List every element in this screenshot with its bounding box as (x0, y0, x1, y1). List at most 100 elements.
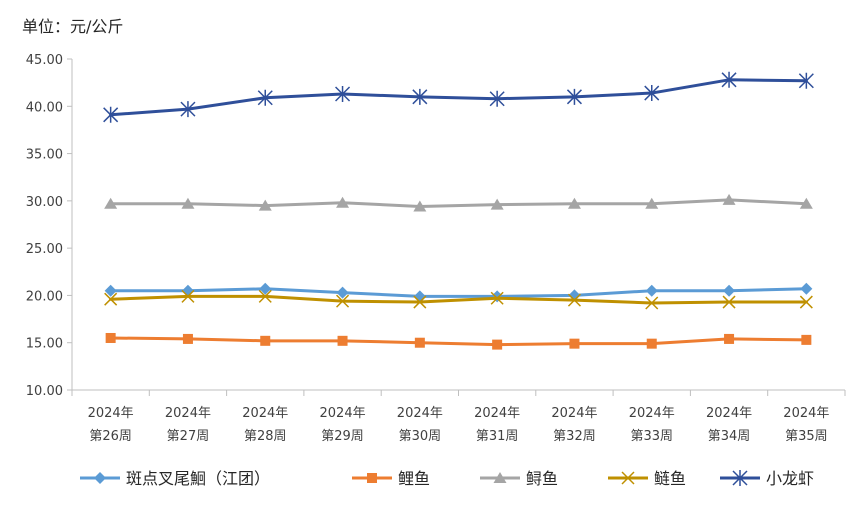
series-line (109, 336, 808, 347)
legend-item: 鲟鱼 (480, 469, 558, 488)
data-point (645, 197, 659, 209)
data-point (260, 335, 271, 346)
data-point (335, 85, 351, 102)
data-point (104, 292, 118, 306)
series-3 (104, 289, 813, 310)
data-point (490, 291, 504, 305)
x-tick-label: 2024年 (706, 406, 752, 421)
y-tick-label: 45.00 (26, 53, 63, 68)
x-tick-label: 2024年 (474, 406, 520, 421)
legend: 斑点叉尾鮰（江团） 鲤鱼 鲟鱼 鲢鱼 小龙虾 (80, 469, 814, 488)
x-tick-label: 2024年 (551, 406, 597, 421)
data-point (105, 332, 116, 343)
data-point (259, 282, 272, 295)
data-point (722, 193, 736, 205)
data-point (258, 199, 272, 211)
x-tick-label: 第33周 (630, 429, 673, 444)
y-tick-label: 35.00 (26, 148, 63, 163)
legend-item: 斑点叉尾鮰（江团） (80, 469, 270, 488)
y-tick-label: 40.00 (26, 100, 63, 115)
data-point (645, 284, 658, 297)
series-1 (105, 332, 812, 350)
data-point (799, 295, 813, 309)
data-point (182, 333, 193, 344)
series-2 (104, 193, 813, 212)
series-4 (103, 71, 814, 123)
data-point (646, 338, 657, 349)
data-point (336, 294, 350, 308)
data-point (257, 89, 273, 106)
data-point (336, 196, 350, 208)
data-point (724, 333, 735, 344)
x-tick-label: 第29周 (321, 429, 364, 444)
data-point (723, 284, 736, 297)
x-tick-label: 第31周 (476, 429, 519, 444)
data-point (490, 198, 504, 210)
x-tick-label: 第27周 (167, 429, 210, 444)
data-point (180, 101, 196, 118)
x-tick-label: 2024年 (88, 406, 134, 421)
series-line (109, 198, 808, 209)
data-point (412, 88, 428, 105)
y-axis-ticks: 10.00 15.00 20.00 25.00 30.00 35.00 40.00 45.00 (26, 53, 72, 399)
series-line (109, 287, 808, 298)
legend-marker (367, 473, 377, 483)
data-point (414, 337, 425, 348)
legend-item: 鲤鱼 (352, 469, 430, 488)
legend-item: 小龙虾 (720, 469, 814, 488)
data-point (489, 90, 505, 107)
unit-label: 单位：元/公斤 (22, 17, 123, 36)
data-point (104, 284, 117, 297)
data-point (569, 338, 580, 349)
data-point (258, 289, 272, 303)
legend-marker (732, 470, 748, 486)
data-point (492, 339, 503, 350)
data-point (181, 197, 195, 209)
legend-label: 斑点叉尾鮰（江团） (126, 469, 270, 488)
series-group (103, 71, 814, 350)
data-point (567, 197, 581, 209)
data-point (721, 71, 737, 88)
legend-label: 鲤鱼 (398, 469, 430, 488)
data-point (181, 289, 195, 303)
x-tick-label: 2024年 (629, 406, 675, 421)
data-point (413, 200, 427, 212)
x-tick-label: 第34周 (708, 429, 751, 444)
data-point (104, 197, 118, 209)
x-tick-label: 2024年 (320, 406, 366, 421)
data-point (103, 106, 119, 123)
data-point (722, 295, 736, 309)
data-point (798, 72, 814, 89)
series-line (109, 294, 808, 305)
x-tick-label: 2024年 (783, 406, 829, 421)
series-line (109, 78, 808, 117)
data-point (567, 293, 581, 307)
data-point (413, 295, 427, 309)
x-tick-label: 第30周 (399, 429, 442, 444)
x-tick-label: 2024年 (397, 406, 443, 421)
legend-marker (493, 472, 507, 483)
data-point (801, 334, 812, 345)
legend-item: 鲢鱼 (608, 469, 686, 488)
legend-label: 鲢鱼 (654, 469, 686, 488)
data-point (799, 197, 813, 209)
y-tick-label: 10.00 (26, 384, 63, 399)
legend-label: 小龙虾 (766, 469, 814, 488)
data-point (491, 290, 504, 303)
y-tick-label: 25.00 (26, 242, 63, 257)
x-tick-label: 第32周 (553, 429, 596, 444)
data-point (645, 296, 659, 310)
data-point (568, 289, 581, 302)
data-point (336, 286, 349, 299)
x-tick-label: 第28周 (244, 429, 287, 444)
y-tick-label: 30.00 (26, 195, 63, 210)
data-point (644, 85, 660, 102)
x-tick-label: 2024年 (242, 406, 288, 421)
data-point (800, 282, 813, 295)
legend-label: 鲟鱼 (526, 469, 558, 488)
data-point (337, 335, 348, 346)
x-tick-label: 第26周 (89, 429, 132, 444)
